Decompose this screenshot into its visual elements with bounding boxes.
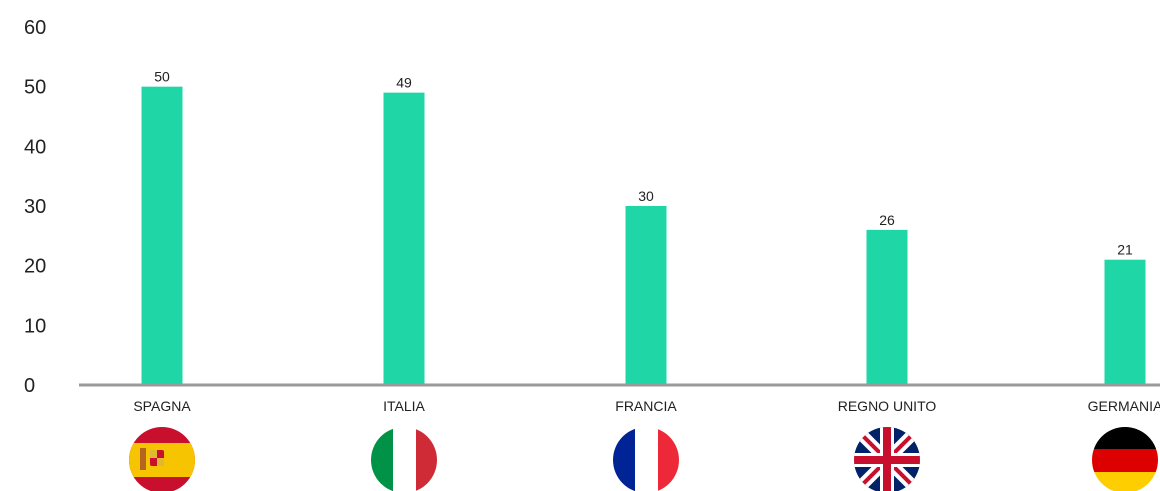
y-tick-label: 20 [24, 256, 46, 278]
y-tick-label: 30 [24, 196, 46, 218]
italy-flag-icon [371, 427, 437, 491]
category-label: REGNO UNITO [838, 398, 937, 414]
bar-value-label: 26 [879, 212, 895, 228]
y-tick-label: 60 [24, 17, 46, 39]
bar [1104, 259, 1146, 385]
y-axis-ticks: 0 10 20 30 40 50 60 [24, 17, 46, 397]
bar [383, 92, 425, 385]
category-label: ITALIA [383, 398, 425, 414]
france-flag-icon [613, 427, 679, 491]
bar-value-label: 21 [1117, 242, 1133, 258]
germany-flag-icon [1092, 427, 1158, 491]
y-tick-label: 40 [24, 136, 46, 158]
spain-flag-icon [129, 427, 195, 491]
bar-value-label: 50 [154, 69, 170, 85]
category-labels: SPAGNA ITALIA FRANCIA REGNO UNITO GERMANIA [133, 398, 1160, 414]
bar [866, 229, 908, 385]
y-tick-label: 50 [24, 77, 46, 99]
bar [141, 86, 183, 386]
category-label: GERMANIA [1088, 398, 1160, 414]
bar-value-label: 49 [396, 75, 412, 91]
uk-flag-icon [854, 427, 920, 491]
category-label: SPAGNA [133, 398, 191, 414]
y-tick-label: 10 [24, 315, 46, 337]
bars [141, 86, 1146, 386]
category-label: FRANCIA [615, 398, 677, 414]
data-labels: 50 49 30 26 21 [154, 69, 1133, 258]
y-tick-label: 0 [24, 375, 35, 397]
bar [625, 206, 667, 385]
bar-value-label: 30 [638, 188, 654, 204]
